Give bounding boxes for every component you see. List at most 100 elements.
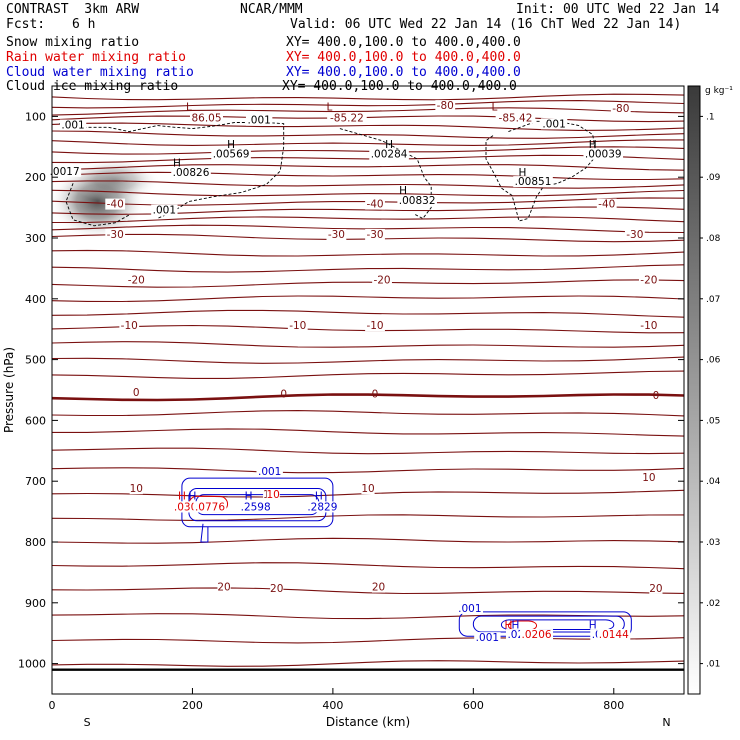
snow-label: .001 xyxy=(542,118,565,130)
label-bg xyxy=(371,581,386,593)
y-tick-label: 800 xyxy=(25,536,46,549)
label-bg xyxy=(126,274,147,286)
snow-label: H xyxy=(385,139,393,151)
colorbar-tick-label: .01 xyxy=(706,660,720,670)
temperature-label: 20 xyxy=(649,583,662,595)
temperature-contour xyxy=(51,613,685,620)
model-title: CONTRAST 3km ARW xyxy=(6,2,140,17)
cloud-water-label: H xyxy=(315,490,323,502)
temperature-label: -20 xyxy=(128,275,145,287)
label-bg xyxy=(520,629,554,641)
low-label: -85.42 xyxy=(499,112,533,124)
temperature-label: 20 xyxy=(372,582,385,594)
low-label: -85.22 xyxy=(330,112,364,124)
temperature-label: -10 xyxy=(289,320,306,332)
label-bg xyxy=(495,112,536,124)
temperature-label: -10 xyxy=(640,320,657,332)
snow-label: H xyxy=(227,139,235,151)
temperature-contour xyxy=(51,115,685,123)
snow-contour xyxy=(339,128,432,220)
temperature-contour xyxy=(51,447,685,455)
y-tick-label: 200 xyxy=(25,171,46,184)
snow-label: .001 xyxy=(247,115,270,127)
rain-label: H xyxy=(504,619,512,631)
label-bg xyxy=(48,165,82,177)
label-bg xyxy=(326,229,347,240)
x-axis-title: Distance (km) xyxy=(326,715,410,729)
plot-frame xyxy=(51,85,685,695)
temperature-contour xyxy=(51,171,685,181)
label-bg xyxy=(59,119,87,131)
label-bg xyxy=(266,489,280,501)
label-bg xyxy=(369,148,409,160)
field-name-cloud-water: Cloud water mixing ratio xyxy=(6,65,194,80)
label-bg xyxy=(151,204,178,216)
label-bg xyxy=(610,103,631,115)
snow-label: .00826 xyxy=(173,167,210,179)
colorbar-tick-label: .06 xyxy=(706,356,721,366)
temperature-label: 10 xyxy=(130,483,143,495)
temperature-contour xyxy=(51,154,685,164)
label-bg xyxy=(596,198,617,210)
field-xy-rain: XY= 400.0,100.0 to 400.0,400.0 xyxy=(286,50,521,65)
y-tick-label: 400 xyxy=(25,293,46,306)
colorbar-tick-label: .05 xyxy=(706,416,720,426)
label-bg xyxy=(456,602,484,614)
colorbar-tick-label: .02 xyxy=(706,599,720,609)
label-bg xyxy=(540,118,568,130)
label-bg xyxy=(211,148,251,160)
temperature-label: 20 xyxy=(217,582,230,594)
forecast-hour: 6 h xyxy=(72,17,96,32)
label-bg xyxy=(642,472,656,484)
snow-label: H xyxy=(173,157,181,169)
init-time: Init: 00 UTC Wed 22 Jan 14 xyxy=(516,2,720,17)
label-bg xyxy=(513,176,553,188)
temperature-contour xyxy=(51,93,685,101)
temperature-contour xyxy=(51,660,685,667)
rain-label: .0144 xyxy=(599,629,629,641)
forecast-label: Fcst: xyxy=(6,17,46,32)
label-bg xyxy=(270,582,284,594)
label-bg xyxy=(597,629,631,641)
snow-shading-tail xyxy=(70,158,161,203)
label-bg xyxy=(397,194,437,206)
y-tick-label: 300 xyxy=(25,232,46,245)
cloud-water-label: H xyxy=(245,490,253,502)
temperature-contour xyxy=(51,356,685,364)
temperature-label: -10 xyxy=(121,320,138,332)
y-tick-label: 700 xyxy=(25,475,46,488)
snow-label: H xyxy=(399,185,407,197)
temperature-label: -30 xyxy=(366,229,383,241)
temperature-label: -30 xyxy=(626,229,643,241)
temperature-label: -80 xyxy=(437,100,454,112)
cloud-water-label: .001 xyxy=(476,632,499,644)
label-bg xyxy=(365,229,385,240)
temperature-contour xyxy=(51,216,685,224)
temperature-label: -40 xyxy=(366,199,383,211)
label-bg xyxy=(119,320,140,332)
temperature-label: 20 xyxy=(270,583,283,595)
temperature-contour xyxy=(51,264,685,273)
rain-label: H xyxy=(178,490,186,502)
temperature-contour xyxy=(51,637,685,644)
rain-label: .0206 xyxy=(522,629,552,641)
field-xy-cloud-water: XY= 400.0,100.0 to 400.0,400.0 xyxy=(286,65,521,80)
label-bg xyxy=(105,229,126,240)
valid-time: Valid: 06 UTC Wed 22 Jan 14 (16 ChT Wed … xyxy=(290,17,682,32)
label-bg xyxy=(287,320,308,332)
temperature-label: 0 xyxy=(372,388,379,400)
temperature-contour xyxy=(51,130,685,139)
snow-label: .00832 xyxy=(399,195,436,207)
temperature-contour xyxy=(51,146,685,155)
colorbar-tick-label: .07 xyxy=(706,295,720,305)
temperature-contour xyxy=(51,180,685,189)
temperature-contour xyxy=(51,279,685,288)
x-tick-label: 0 xyxy=(49,699,56,712)
temperature-contour xyxy=(51,410,685,417)
temperature-contour xyxy=(51,189,685,197)
snow-label: .00284 xyxy=(371,149,408,161)
low-label: 86.05 xyxy=(191,112,221,124)
label-bg xyxy=(365,198,385,210)
label-bg xyxy=(172,501,206,513)
